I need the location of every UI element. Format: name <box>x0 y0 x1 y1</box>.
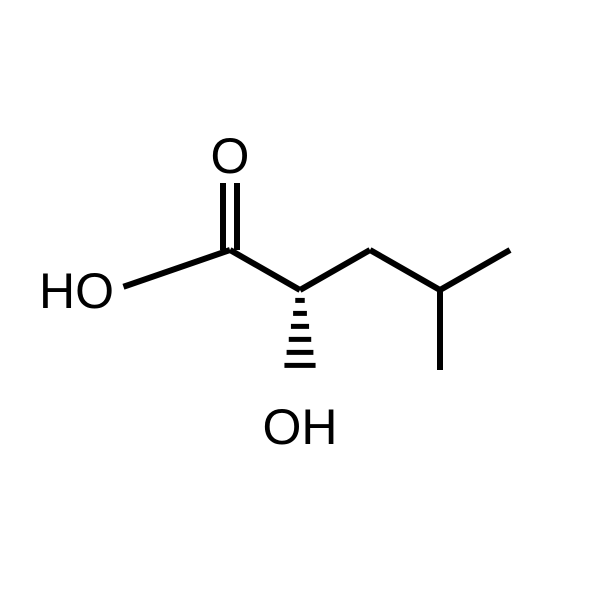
atom-label-OH_acid: HO <box>39 263 114 319</box>
molecule-diagram: O HO OH <box>0 0 600 600</box>
atom-label-O_carbonyl: O <box>211 128 250 184</box>
atom-label-OH_hydroxy: OH <box>263 399 338 455</box>
